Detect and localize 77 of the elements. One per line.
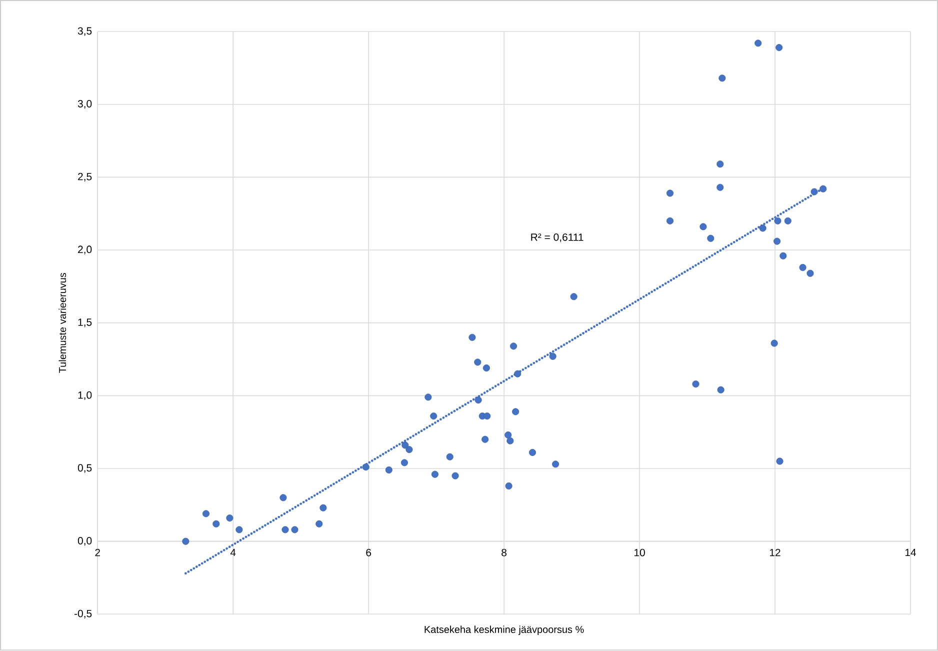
point [406,446,413,454]
point [504,432,512,439]
point [780,252,787,260]
point [666,218,674,225]
annotation: R² = 0,6111 [531,234,584,242]
point [820,185,827,192]
point [482,364,490,372]
point [280,494,287,502]
point [291,526,298,534]
point [774,238,781,245]
point [385,466,392,474]
point [320,504,327,512]
point [570,293,578,300]
point [774,218,782,225]
y-tick-label: 3,5 [78,27,92,36]
point [528,449,536,456]
point [446,453,454,460]
point [716,184,724,192]
point [707,235,714,242]
point [692,380,700,388]
point [452,472,459,480]
point [505,482,512,490]
y-tick-label: 2,0 [78,246,92,254]
point [212,520,220,528]
point [506,437,514,444]
point [512,408,520,416]
point [510,342,518,350]
point [431,470,438,478]
x-tick-label: 6 [366,549,372,556]
y-tick-label: 1,0 [78,392,92,400]
point [700,223,707,230]
point [810,188,818,196]
point [226,514,234,522]
point [482,436,489,444]
point [402,442,409,449]
point [424,394,432,401]
x-tick-label: 2 [95,549,100,556]
point [799,264,806,272]
x-tick-label: 8 [502,549,506,556]
point [362,464,370,471]
y-tick-label: 3,0 [78,100,92,109]
point [716,160,724,168]
point [484,412,491,420]
point [430,412,438,420]
point [770,340,778,347]
point [784,218,792,225]
point [202,510,210,518]
y-tick-label: -0,5 [74,610,92,619]
y-tick-label: 0,0 [78,537,92,546]
point [282,526,289,534]
point [806,270,814,277]
point [468,334,476,342]
point [759,224,766,232]
point [474,396,482,404]
point [474,358,482,366]
y-tick-label: 1,5 [78,318,92,328]
point [776,458,784,465]
point [316,520,323,528]
point [549,352,556,360]
point [514,370,522,378]
y-axis-title: Tulemuste varieeruvus [58,273,66,374]
x-tick-label: 10 [634,549,645,556]
x-axis-title: Katsekeha keskmine jäävpoorsus % [424,626,584,636]
y-tick-label: 2,5 [78,173,92,182]
point [718,74,726,82]
point [776,44,783,52]
x-tick-label: 14 [905,549,916,556]
point [236,526,243,534]
point [717,386,724,394]
point [754,40,762,47]
x-tick-label: 4 [230,549,236,556]
point [552,460,560,468]
point [182,538,190,545]
point [400,459,408,466]
y-tick-label: 0,5 [78,464,92,473]
point [666,190,674,197]
x-tick-label: 12 [770,549,780,556]
